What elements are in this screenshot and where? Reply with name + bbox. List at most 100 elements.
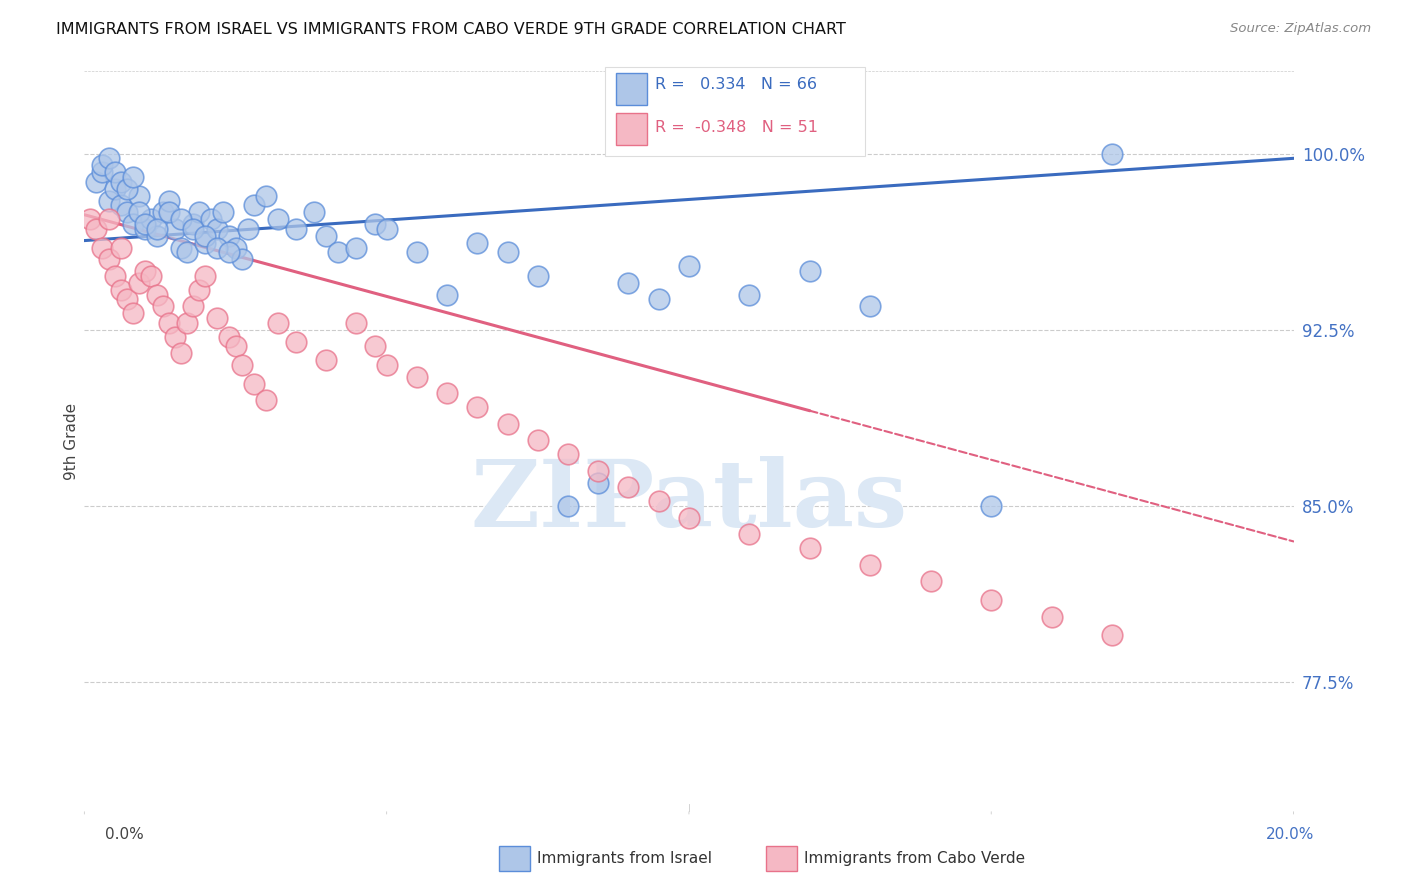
Point <box>181 222 204 236</box>
Point <box>157 194 180 208</box>
Text: R =   0.334   N = 66: R = 0.334 N = 66 <box>655 78 817 92</box>
Point <box>128 189 150 203</box>
Text: Source: ZipAtlas.com: Source: ZipAtlas.com <box>1230 22 1371 36</box>
Point <box>254 189 277 203</box>
Point <box>115 205 138 219</box>
Point <box>346 316 368 330</box>
Point <box>267 212 290 227</box>
Point <box>467 235 489 250</box>
Point <box>648 494 671 508</box>
Point <box>91 241 114 255</box>
Point <box>207 222 229 236</box>
Point <box>375 222 398 236</box>
Point <box>128 276 150 290</box>
Point <box>799 541 821 556</box>
Point <box>527 434 550 448</box>
Point <box>170 241 193 255</box>
Point <box>194 235 217 250</box>
Point <box>285 222 308 236</box>
Point <box>121 170 143 185</box>
Point <box>212 205 235 219</box>
Point <box>121 217 143 231</box>
Point <box>363 339 385 353</box>
Point <box>617 276 640 290</box>
Point <box>496 245 519 260</box>
Point <box>236 222 259 236</box>
Point <box>557 499 579 513</box>
Text: ZIPatlas: ZIPatlas <box>471 456 907 546</box>
Point <box>152 299 174 313</box>
Point <box>110 198 132 212</box>
Point <box>346 241 368 255</box>
Point <box>242 198 264 212</box>
Point <box>97 194 120 208</box>
Point <box>738 287 761 301</box>
Point <box>527 268 550 283</box>
Point <box>194 228 217 243</box>
Point <box>115 293 138 307</box>
Point <box>406 370 429 384</box>
Text: Immigrants from Cabo Verde: Immigrants from Cabo Verde <box>804 851 1025 865</box>
Point <box>218 245 240 260</box>
Point <box>302 205 325 219</box>
Point <box>1101 146 1123 161</box>
Point <box>225 241 247 255</box>
Point <box>194 268 217 283</box>
Point <box>115 182 138 196</box>
Point <box>254 393 277 408</box>
Point <box>859 558 882 572</box>
Point <box>110 175 132 189</box>
Point <box>218 330 240 344</box>
Text: 20.0%: 20.0% <box>1267 827 1315 841</box>
Point <box>315 353 337 368</box>
Point <box>110 283 132 297</box>
Point <box>617 480 640 494</box>
Point <box>188 205 211 219</box>
Point <box>218 228 240 243</box>
Point <box>139 212 162 227</box>
Point <box>157 205 180 219</box>
Point <box>738 527 761 541</box>
Point <box>110 241 132 255</box>
Point <box>146 228 169 243</box>
Point <box>799 264 821 278</box>
Point <box>170 346 193 360</box>
Point <box>315 228 337 243</box>
Point <box>170 212 193 227</box>
Point <box>134 217 156 231</box>
Point <box>678 511 700 525</box>
Text: Immigrants from Israel: Immigrants from Israel <box>537 851 711 865</box>
Point <box>165 222 187 236</box>
Point <box>557 447 579 461</box>
Point <box>267 316 290 330</box>
Point <box>134 264 156 278</box>
Point <box>176 245 198 260</box>
Point <box>181 217 204 231</box>
Point <box>225 339 247 353</box>
Y-axis label: 9th Grade: 9th Grade <box>63 403 79 480</box>
Point <box>139 268 162 283</box>
Point <box>588 475 610 490</box>
Point <box>97 151 120 165</box>
Point <box>436 287 458 301</box>
Text: R =  -0.348   N = 51: R = -0.348 N = 51 <box>655 120 818 135</box>
Point <box>104 165 127 179</box>
Point <box>79 212 101 227</box>
Point <box>231 358 253 372</box>
Point <box>375 358 398 372</box>
Point <box>86 175 108 189</box>
Point <box>134 222 156 236</box>
Point <box>1101 628 1123 642</box>
Point <box>97 212 120 227</box>
Point <box>231 252 253 267</box>
Point <box>588 464 610 478</box>
Point <box>363 217 385 231</box>
Point <box>86 222 108 236</box>
Point <box>328 245 350 260</box>
Text: IMMIGRANTS FROM ISRAEL VS IMMIGRANTS FROM CABO VERDE 9TH GRADE CORRELATION CHART: IMMIGRANTS FROM ISRAEL VS IMMIGRANTS FRO… <box>56 22 846 37</box>
Point <box>146 287 169 301</box>
Point <box>188 283 211 297</box>
Point <box>200 212 222 227</box>
Point <box>467 401 489 415</box>
Point <box>146 222 169 236</box>
